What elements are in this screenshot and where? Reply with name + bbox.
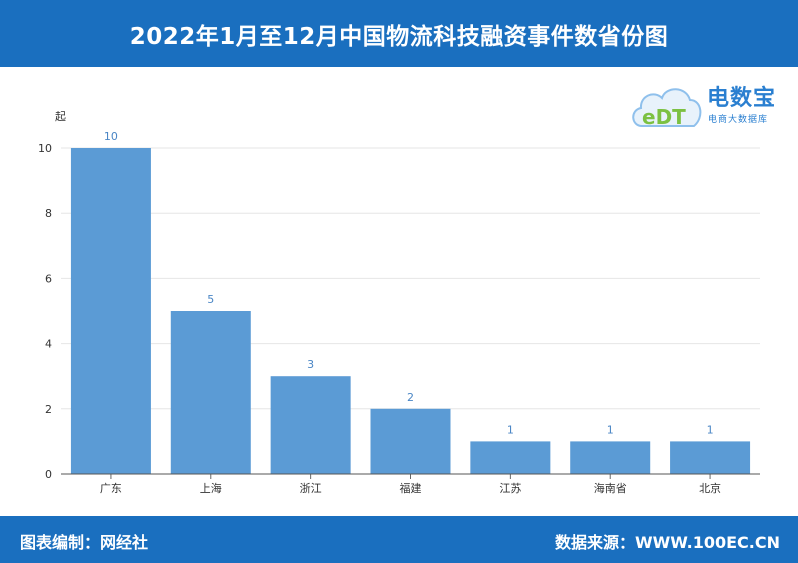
data-label: 1 bbox=[507, 423, 514, 436]
logo: eDT 电数宝 电商大数据库 bbox=[628, 74, 794, 134]
y-tick-label: 8 bbox=[45, 207, 52, 220]
bar bbox=[470, 441, 551, 474]
bar bbox=[170, 311, 251, 474]
x-tick-label: 浙江 bbox=[300, 482, 322, 495]
x-tick-label: 海南省 bbox=[594, 481, 627, 495]
logo-mark: eDT bbox=[642, 105, 686, 129]
data-label: 5 bbox=[207, 293, 214, 306]
data-label: 1 bbox=[707, 423, 714, 436]
header-bar: 2022年1月至12月中国物流科技融资事件数省份图 bbox=[0, 0, 798, 67]
data-label: 3 bbox=[307, 358, 314, 371]
data-label: 1 bbox=[607, 423, 614, 436]
x-tick-label: 江苏 bbox=[499, 482, 521, 495]
y-tick-label: 10 bbox=[38, 142, 52, 155]
footer-source: 数据来源：WWW.100EC.CN bbox=[554, 533, 780, 552]
y-tick-label: 0 bbox=[45, 468, 52, 481]
data-label: 10 bbox=[104, 130, 118, 143]
bar bbox=[70, 148, 151, 474]
bar bbox=[670, 441, 751, 474]
x-tick-label: 上海 bbox=[200, 481, 222, 495]
x-tick-label: 北京 bbox=[699, 481, 721, 495]
y-tick-label: 2 bbox=[45, 403, 52, 416]
page-title: 2022年1月至12月中国物流科技融资事件数省份图 bbox=[129, 23, 669, 50]
logo-name: 电数宝 bbox=[707, 86, 777, 111]
bar-chart: 0 2 4 6 8 10 10 广东 5 上海 3 浙江 2 福建 1 江苏 1 海南省 1 北京 bbox=[38, 130, 760, 495]
bar bbox=[370, 408, 451, 474]
y-tick-label: 4 bbox=[45, 338, 52, 351]
logo-subtitle: 电商大数据库 bbox=[708, 115, 769, 125]
cloud-logo-icon: eDT bbox=[632, 88, 702, 129]
data-label: 2 bbox=[407, 391, 414, 404]
footer-bar: 图表编制：网经社 数据来源：WWW.100EC.CN bbox=[0, 516, 798, 563]
x-tick-label: 福建 bbox=[400, 481, 422, 495]
footer-credit: 图表编制：网经社 bbox=[20, 533, 149, 552]
y-axis-unit: 起 bbox=[55, 110, 66, 123]
bar bbox=[270, 376, 351, 474]
bar bbox=[570, 441, 651, 474]
y-tick-label: 6 bbox=[45, 272, 52, 285]
x-tick-label: 广东 bbox=[100, 482, 122, 495]
